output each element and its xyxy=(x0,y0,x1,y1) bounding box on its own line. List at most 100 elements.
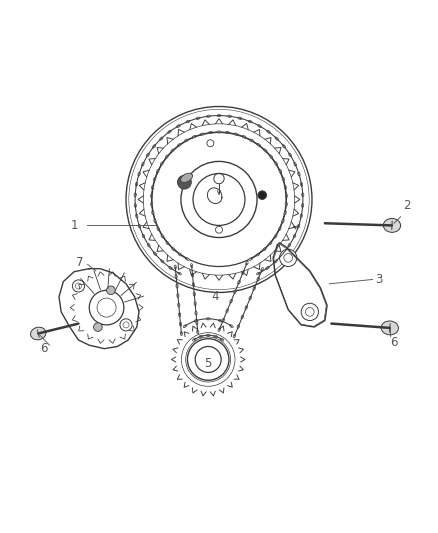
Ellipse shape xyxy=(241,315,244,319)
Ellipse shape xyxy=(171,149,174,152)
Ellipse shape xyxy=(193,338,196,341)
Ellipse shape xyxy=(160,137,163,140)
Ellipse shape xyxy=(197,330,199,334)
Ellipse shape xyxy=(300,214,302,218)
Ellipse shape xyxy=(135,182,138,186)
Ellipse shape xyxy=(191,273,194,277)
Ellipse shape xyxy=(275,137,278,140)
Ellipse shape xyxy=(285,203,287,206)
Ellipse shape xyxy=(166,241,169,245)
Ellipse shape xyxy=(174,265,177,269)
Ellipse shape xyxy=(141,163,144,166)
Ellipse shape xyxy=(302,193,304,197)
Ellipse shape xyxy=(233,334,236,338)
Ellipse shape xyxy=(237,325,240,328)
Ellipse shape xyxy=(282,219,284,223)
Ellipse shape xyxy=(186,258,189,260)
Ellipse shape xyxy=(195,311,197,315)
Ellipse shape xyxy=(153,177,156,181)
Circle shape xyxy=(301,303,318,320)
Ellipse shape xyxy=(183,325,187,328)
Ellipse shape xyxy=(152,144,155,148)
Ellipse shape xyxy=(184,139,188,142)
Ellipse shape xyxy=(192,135,196,138)
Text: 2: 2 xyxy=(403,199,411,213)
Ellipse shape xyxy=(194,319,198,322)
Ellipse shape xyxy=(266,266,269,269)
Ellipse shape xyxy=(200,133,204,135)
Ellipse shape xyxy=(267,131,270,133)
Text: 5: 5 xyxy=(205,357,212,370)
Ellipse shape xyxy=(300,182,303,186)
Ellipse shape xyxy=(283,144,286,148)
Ellipse shape xyxy=(256,253,260,256)
Ellipse shape xyxy=(257,272,260,275)
Ellipse shape xyxy=(208,132,212,134)
Ellipse shape xyxy=(261,268,263,271)
Ellipse shape xyxy=(193,292,195,296)
Ellipse shape xyxy=(250,139,254,142)
Ellipse shape xyxy=(222,318,224,322)
Ellipse shape xyxy=(217,115,221,117)
Circle shape xyxy=(94,322,102,332)
Ellipse shape xyxy=(186,120,190,123)
Ellipse shape xyxy=(297,224,300,228)
Ellipse shape xyxy=(196,117,200,119)
Ellipse shape xyxy=(214,335,217,337)
Ellipse shape xyxy=(154,219,156,223)
Ellipse shape xyxy=(177,125,180,127)
Ellipse shape xyxy=(249,258,252,260)
Ellipse shape xyxy=(134,193,136,197)
Text: 1: 1 xyxy=(71,219,78,232)
Ellipse shape xyxy=(249,296,251,300)
Ellipse shape xyxy=(217,131,221,133)
Text: 6: 6 xyxy=(390,336,398,349)
Ellipse shape xyxy=(178,303,180,307)
Ellipse shape xyxy=(242,135,246,138)
Ellipse shape xyxy=(279,227,281,231)
Ellipse shape xyxy=(257,143,261,147)
Ellipse shape xyxy=(381,321,399,335)
Ellipse shape xyxy=(274,260,277,263)
Circle shape xyxy=(258,191,267,199)
Ellipse shape xyxy=(160,162,163,165)
Ellipse shape xyxy=(246,261,248,265)
Ellipse shape xyxy=(177,294,179,297)
Ellipse shape xyxy=(151,194,153,198)
Ellipse shape xyxy=(152,185,154,189)
Ellipse shape xyxy=(230,300,232,303)
Ellipse shape xyxy=(230,325,233,328)
Text: 6: 6 xyxy=(40,342,48,355)
Ellipse shape xyxy=(206,318,210,320)
Ellipse shape xyxy=(258,125,261,127)
Ellipse shape xyxy=(282,252,285,255)
Circle shape xyxy=(120,319,132,331)
Ellipse shape xyxy=(191,264,193,268)
Ellipse shape xyxy=(151,203,153,206)
Ellipse shape xyxy=(274,235,277,238)
Ellipse shape xyxy=(169,266,172,269)
Ellipse shape xyxy=(294,163,297,166)
Text: 3: 3 xyxy=(375,273,383,286)
Ellipse shape xyxy=(226,132,230,134)
Ellipse shape xyxy=(138,172,140,176)
Ellipse shape xyxy=(275,162,278,165)
Circle shape xyxy=(177,175,191,189)
Ellipse shape xyxy=(218,328,220,332)
Ellipse shape xyxy=(282,177,285,181)
Ellipse shape xyxy=(178,253,182,256)
Ellipse shape xyxy=(383,219,401,232)
Ellipse shape xyxy=(257,277,259,281)
Ellipse shape xyxy=(156,169,159,173)
Ellipse shape xyxy=(206,334,210,336)
Ellipse shape xyxy=(253,287,255,290)
Ellipse shape xyxy=(172,248,175,251)
Ellipse shape xyxy=(142,234,145,238)
Ellipse shape xyxy=(284,211,286,215)
Ellipse shape xyxy=(161,260,164,263)
Ellipse shape xyxy=(245,305,247,309)
Ellipse shape xyxy=(134,204,136,207)
Text: 4: 4 xyxy=(211,290,219,303)
Ellipse shape xyxy=(176,284,178,288)
Ellipse shape xyxy=(234,133,238,135)
